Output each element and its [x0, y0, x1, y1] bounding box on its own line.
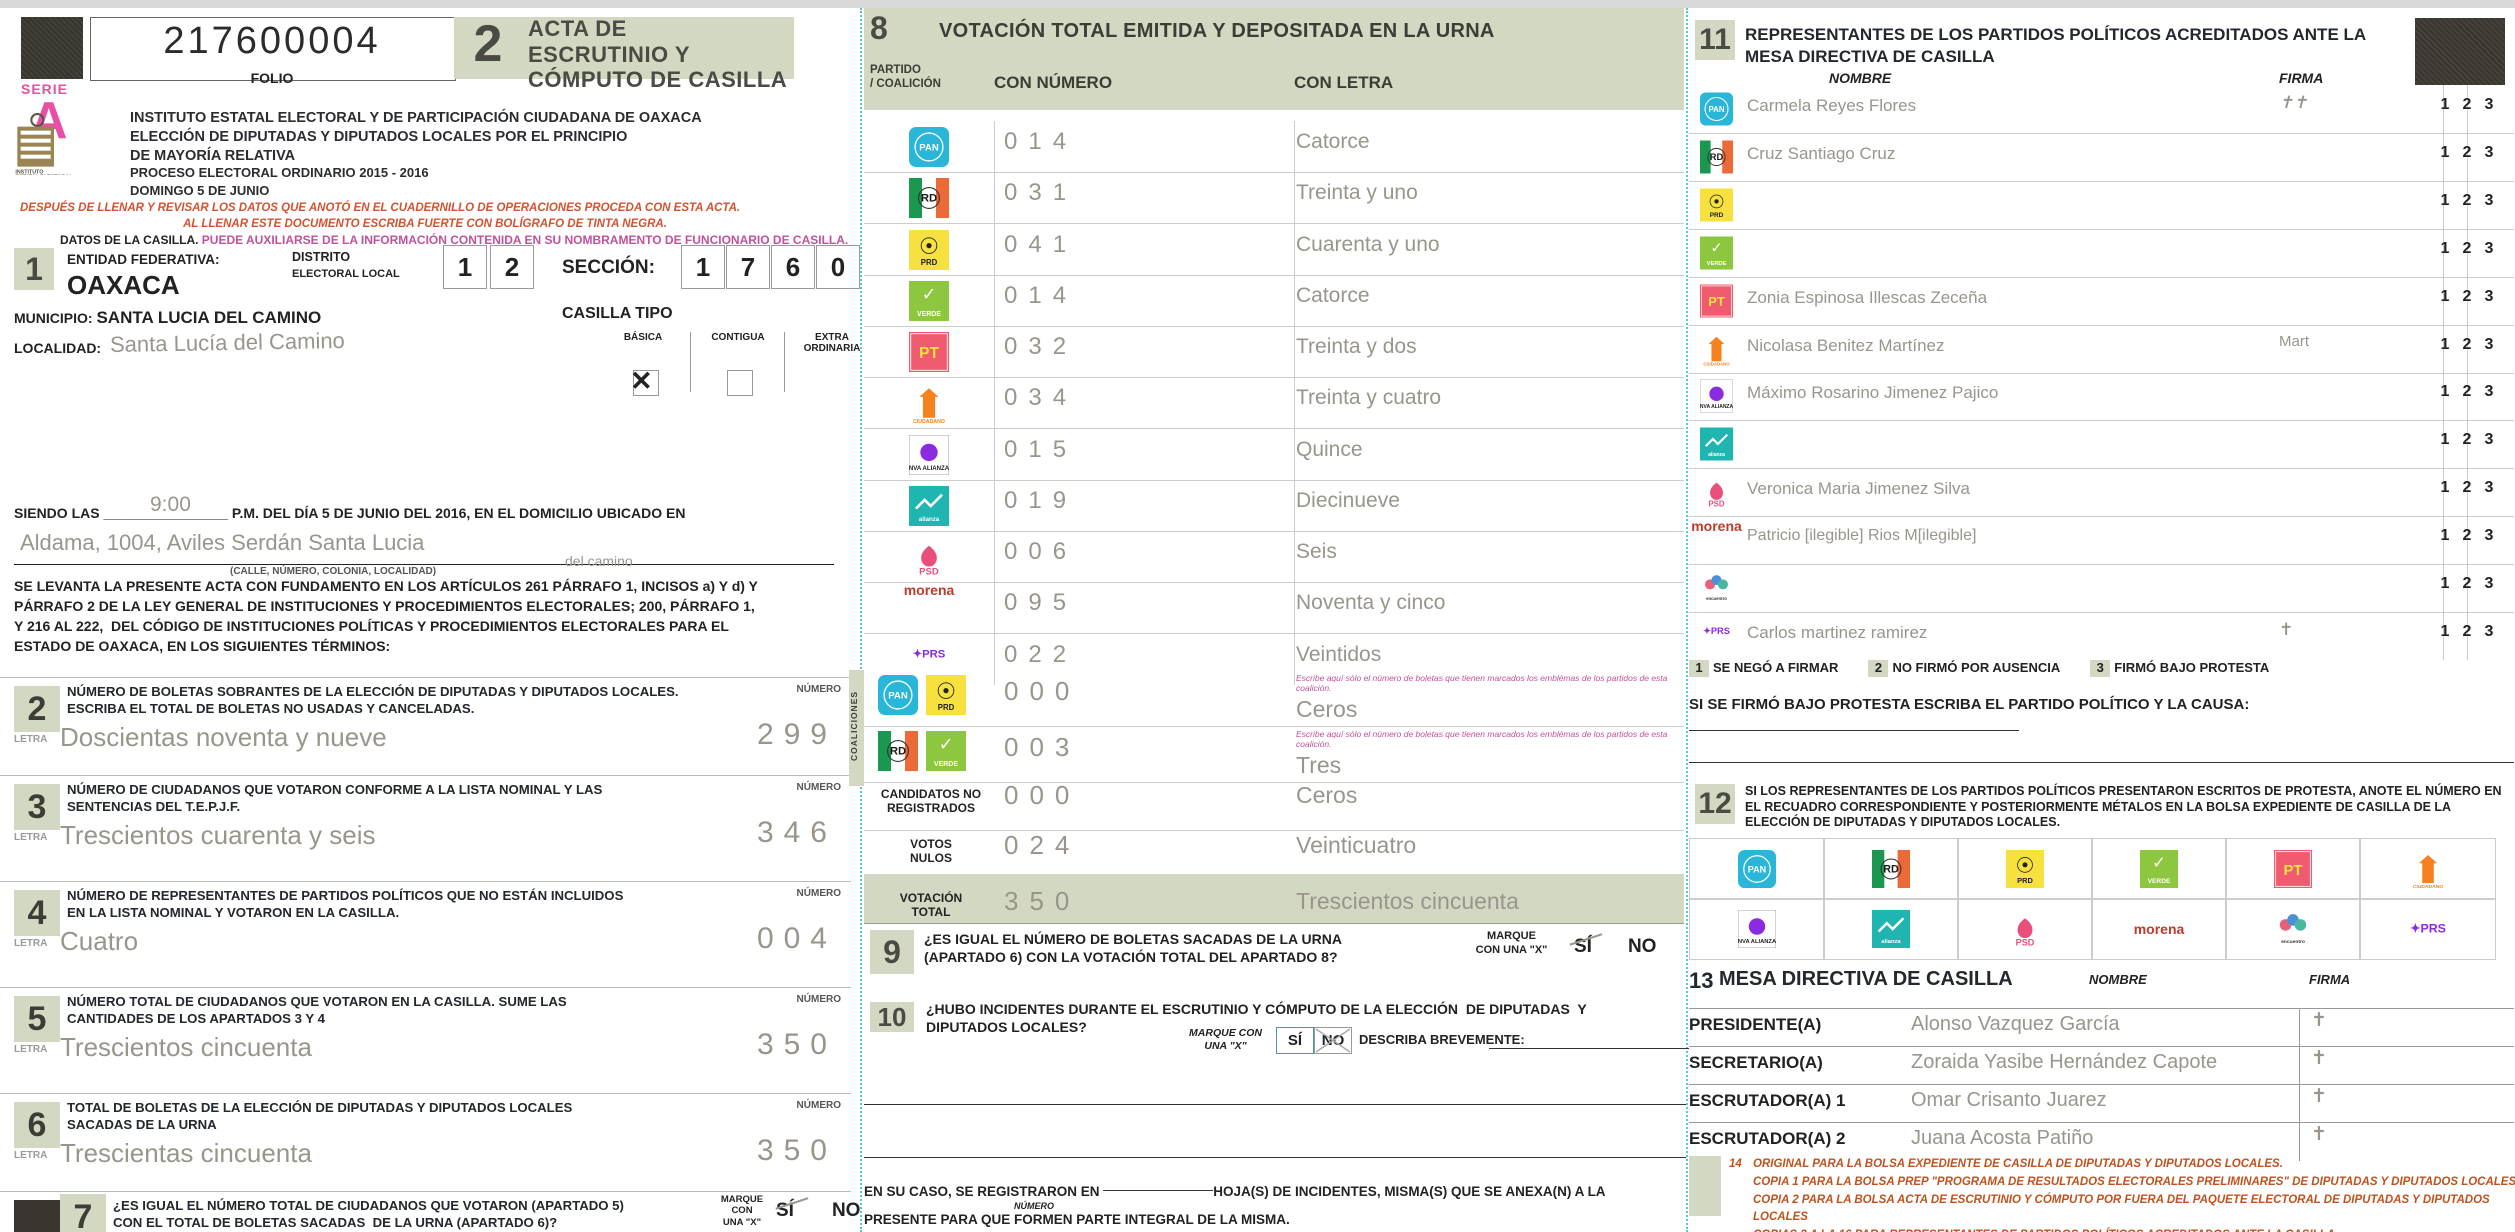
svg-text:ESTATAL ELECTORAL: ESTATAL ELECTORAL — [15, 175, 73, 176]
svg-text:CIUDADANO: CIUDADANO — [2412, 884, 2442, 888]
svg-text:PT: PT — [1708, 294, 1725, 309]
svg-text:✦PRS: ✦PRS — [913, 648, 946, 660]
svg-text:RD: RD — [1710, 152, 1724, 162]
svg-text:CIUDADANO: CIUDADANO — [913, 419, 945, 423]
svg-text:VERDE: VERDE — [1707, 261, 1727, 267]
svg-text:PT: PT — [2284, 863, 2303, 879]
svg-text:CIUDADANO: CIUDADANO — [1703, 362, 1730, 366]
svg-text:NVA ALIANZA: NVA ALIANZA — [909, 465, 949, 472]
svg-text:RD: RD — [890, 745, 906, 757]
svg-text:VERDE: VERDE — [2148, 878, 2171, 885]
svg-text:PAN: PAN — [888, 690, 908, 701]
svg-text:✓: ✓ — [939, 734, 954, 754]
svg-text:PAN: PAN — [1708, 105, 1724, 114]
svg-text:VERDE: VERDE — [917, 311, 941, 318]
svg-text:PAN: PAN — [1748, 864, 1767, 874]
svg-text:PSD: PSD — [919, 566, 939, 577]
svg-text:VERDE: VERDE — [934, 761, 958, 768]
svg-text:✓: ✓ — [2152, 853, 2166, 872]
svg-text:alianza: alianza — [919, 516, 940, 523]
svg-text:RD: RD — [921, 192, 937, 204]
svg-text:PSD: PSD — [2016, 938, 2035, 948]
svg-text:PRD: PRD — [1710, 212, 1724, 219]
svg-text:RD: RD — [1883, 863, 1899, 875]
svg-text:NVA ALIANZA: NVA ALIANZA — [1700, 404, 1733, 410]
svg-text:✦PRS: ✦PRS — [1703, 626, 1730, 636]
svg-text:encuentro: encuentro — [2281, 939, 2305, 945]
svg-text:PT: PT — [919, 345, 939, 362]
svg-text:PAN: PAN — [919, 142, 939, 153]
svg-text:PRD: PRD — [938, 703, 955, 712]
svg-text:alianza: alianza — [1708, 452, 1725, 458]
svg-text:✓: ✓ — [1710, 240, 1722, 256]
svg-text:PSD: PSD — [1708, 499, 1725, 508]
svg-text:NVA ALIANZA: NVA ALIANZA — [1738, 939, 1776, 945]
svg-text:✦PRS: ✦PRS — [2410, 921, 2446, 935]
svg-text:✓: ✓ — [922, 284, 937, 304]
svg-text:alianza: alianza — [1881, 939, 1901, 945]
svg-text:PRD: PRD — [921, 258, 938, 267]
svg-text:PRD: PRD — [2017, 876, 2033, 885]
svg-text:encuentro: encuentro — [1706, 596, 1727, 601]
